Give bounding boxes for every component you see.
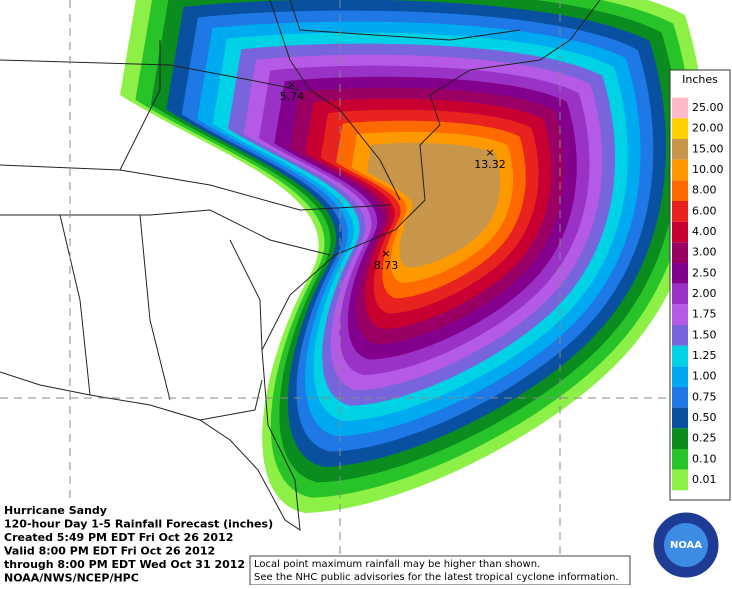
legend-label: 0.01 — [692, 473, 717, 486]
info-line: through 8:00 PM EDT Wed Oct 31 2012 — [4, 558, 245, 571]
maximum-label: 8.73 — [374, 259, 399, 272]
legend-label: 6.00 — [692, 204, 717, 217]
legend-label: 2.00 — [692, 287, 717, 300]
legend-label: 1.00 — [692, 370, 717, 383]
legend-label: 8.00 — [692, 184, 717, 197]
legend-label: 25.00 — [692, 101, 724, 114]
logo-text: NOAA — [670, 540, 702, 551]
logo-inner — [664, 523, 708, 567]
legend-swatch — [672, 345, 688, 367]
legend-label: 1.75 — [692, 308, 717, 321]
note-box — [249, 555, 631, 586]
legend-swatch — [672, 366, 688, 387]
maxima: ×5.74×13.32×8.73 — [280, 78, 506, 272]
legend-label: 0.25 — [692, 432, 717, 445]
legend-swatch — [672, 159, 688, 181]
legend-label: 1.50 — [692, 328, 717, 341]
info-box — [0, 502, 250, 585]
legend-swatch — [672, 449, 688, 470]
maximum-marker: × — [381, 247, 390, 260]
legend-swatch — [672, 263, 688, 284]
legend-swatch — [672, 387, 688, 408]
legend-swatch — [672, 325, 688, 346]
legend-swatch — [672, 469, 688, 491]
maximum-label: 13.32 — [474, 158, 506, 171]
info-line: Hurricane Sandy — [4, 504, 107, 517]
graticule — [0, 0, 668, 560]
legend-swatch — [672, 304, 688, 325]
legend-label: 0.10 — [692, 452, 717, 465]
legend-swatch — [672, 180, 688, 201]
legend: Inches 25.00 20.00 15.00 10.00 8.00 6.00 4.00 3… — [669, 69, 731, 501]
legend-label: 3.00 — [692, 246, 717, 259]
note-line: See the NHC public advisories for the la… — [254, 572, 619, 583]
maximum-label: 5.74 — [280, 90, 305, 103]
boundaries — [0, 0, 601, 532]
legend-swatch — [672, 407, 688, 429]
legend-label: 4.00 — [692, 225, 717, 238]
info-line: NOAA/NWS/NCEP/HPC — [4, 572, 139, 585]
maximum-marker: × — [287, 78, 296, 91]
legend-swatch — [672, 139, 688, 160]
legend-swatch — [672, 428, 688, 449]
rainfall-band — [366, 142, 501, 268]
info-line: Valid 8:00 PM EDT Fri Oct 26 2012 — [4, 545, 215, 558]
legend-label: 0.50 — [692, 411, 717, 424]
legend-swatch — [672, 118, 688, 139]
note: Local point maximum rainfall may be high… — [254, 559, 619, 583]
legend-swatch — [672, 97, 688, 119]
legend-label: 20.00 — [692, 122, 724, 135]
info-line: 120-hour Day 1-5 Rainfall Forecast (inch… — [4, 518, 273, 531]
maximum-marker: × — [485, 146, 494, 159]
legend-swatch — [672, 201, 688, 222]
legend-swatch — [672, 283, 688, 305]
rainfall-bands — [120, 0, 705, 513]
legend-label: 1.25 — [692, 349, 717, 362]
legend-label: 10.00 — [692, 163, 724, 176]
legend-swatch — [672, 242, 688, 263]
legend-label: 0.75 — [692, 390, 717, 403]
legend-label: 15.00 — [692, 142, 724, 155]
info-line: Created 5:49 PM EDT Fri Oct 26 2012 — [4, 531, 233, 544]
legend-label: 2.50 — [692, 266, 717, 279]
note-line: Local point maximum rainfall may be high… — [254, 559, 540, 570]
legend-swatch — [672, 221, 688, 243]
legend-title: Inches — [682, 73, 718, 86]
